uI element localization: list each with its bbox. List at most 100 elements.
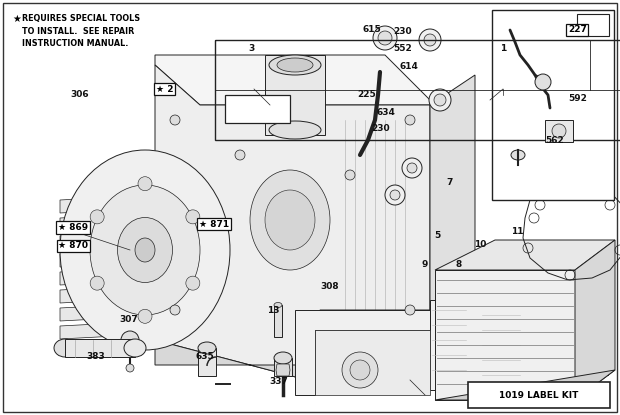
Polygon shape <box>155 55 430 105</box>
Polygon shape <box>60 267 155 285</box>
Ellipse shape <box>274 303 282 308</box>
Ellipse shape <box>265 190 315 250</box>
Text: 614: 614 <box>400 62 419 71</box>
Circle shape <box>345 170 355 180</box>
Circle shape <box>535 74 551 90</box>
Bar <box>215 40 620 140</box>
Ellipse shape <box>277 58 313 72</box>
Text: 562: 562 <box>546 136 564 145</box>
Polygon shape <box>60 195 155 213</box>
Bar <box>225 95 290 123</box>
Text: ★ 869: ★ 869 <box>58 223 88 232</box>
Polygon shape <box>430 75 475 345</box>
Polygon shape <box>60 249 155 267</box>
Text: 10: 10 <box>474 240 487 249</box>
Text: REQUIRES SPECIAL TOOLS
TO INSTALL.  SEE REPAIR
INSTRUCTION MANUAL.: REQUIRES SPECIAL TOOLS TO INSTALL. SEE R… <box>22 14 140 48</box>
Polygon shape <box>435 370 615 400</box>
Text: 383: 383 <box>87 352 105 361</box>
Text: 5: 5 <box>434 231 440 240</box>
Circle shape <box>373 26 397 50</box>
Text: ★ 2: ★ 2 <box>156 85 173 94</box>
Bar <box>274 358 292 376</box>
Ellipse shape <box>198 342 216 354</box>
Circle shape <box>429 89 451 111</box>
Text: 552: 552 <box>394 44 412 53</box>
Circle shape <box>402 158 422 178</box>
Circle shape <box>90 210 104 224</box>
Bar <box>577 14 609 36</box>
Ellipse shape <box>274 352 292 364</box>
Bar <box>536 362 560 378</box>
Ellipse shape <box>60 150 230 350</box>
Polygon shape <box>60 321 155 339</box>
Bar <box>480 305 522 395</box>
Ellipse shape <box>124 339 146 357</box>
Text: 308: 308 <box>320 282 339 291</box>
Text: 337: 337 <box>270 377 288 386</box>
Text: 8: 8 <box>456 260 462 269</box>
Ellipse shape <box>90 185 200 315</box>
Bar <box>65 339 135 357</box>
Text: ★: ★ <box>12 14 20 24</box>
Bar <box>468 382 610 408</box>
Text: 13: 13 <box>267 306 279 315</box>
Circle shape <box>170 115 180 125</box>
Text: 227: 227 <box>568 25 587 34</box>
Circle shape <box>434 94 446 106</box>
Polygon shape <box>276 364 290 376</box>
Polygon shape <box>575 240 615 400</box>
Text: 634: 634 <box>376 107 395 117</box>
Circle shape <box>186 276 200 290</box>
Ellipse shape <box>269 55 321 75</box>
Ellipse shape <box>250 170 330 270</box>
Circle shape <box>385 185 405 205</box>
Polygon shape <box>295 310 430 395</box>
Ellipse shape <box>536 362 560 378</box>
Text: 230: 230 <box>371 124 390 133</box>
Ellipse shape <box>54 339 76 357</box>
Polygon shape <box>155 65 430 390</box>
Bar <box>492 10 614 200</box>
Circle shape <box>90 276 104 290</box>
Polygon shape <box>60 285 155 303</box>
Bar <box>435 270 575 400</box>
Circle shape <box>378 31 392 45</box>
Circle shape <box>121 331 139 349</box>
Bar <box>315 330 430 395</box>
Text: 230: 230 <box>394 27 412 36</box>
Ellipse shape <box>135 238 155 262</box>
Text: 1019 LABEL KIT: 1019 LABEL KIT <box>499 391 578 400</box>
Text: 615: 615 <box>363 25 381 34</box>
Polygon shape <box>155 310 475 390</box>
Text: ★ 870: ★ 870 <box>58 241 88 250</box>
Circle shape <box>138 177 152 191</box>
Circle shape <box>424 34 436 46</box>
Circle shape <box>390 190 400 200</box>
Text: ★ 871: ★ 871 <box>199 220 229 229</box>
Circle shape <box>350 360 370 380</box>
Polygon shape <box>435 240 615 270</box>
Text: 3: 3 <box>248 44 254 53</box>
Text: 11: 11 <box>512 227 524 236</box>
Bar <box>572 360 608 375</box>
Circle shape <box>419 29 441 51</box>
Bar <box>274 305 282 337</box>
Text: 592: 592 <box>568 94 587 103</box>
Text: 307: 307 <box>120 315 138 324</box>
Bar <box>198 348 216 376</box>
Text: 1: 1 <box>500 44 506 53</box>
Ellipse shape <box>511 150 525 160</box>
Circle shape <box>186 210 200 224</box>
Circle shape <box>405 115 415 125</box>
Bar <box>545 120 573 142</box>
Text: 635: 635 <box>195 352 214 361</box>
Polygon shape <box>320 310 430 385</box>
Circle shape <box>138 309 152 323</box>
Ellipse shape <box>118 217 172 283</box>
Circle shape <box>235 150 245 160</box>
Bar <box>265 55 325 135</box>
Polygon shape <box>60 213 155 231</box>
Circle shape <box>170 305 180 315</box>
Text: 9: 9 <box>422 260 428 269</box>
Circle shape <box>342 352 378 388</box>
